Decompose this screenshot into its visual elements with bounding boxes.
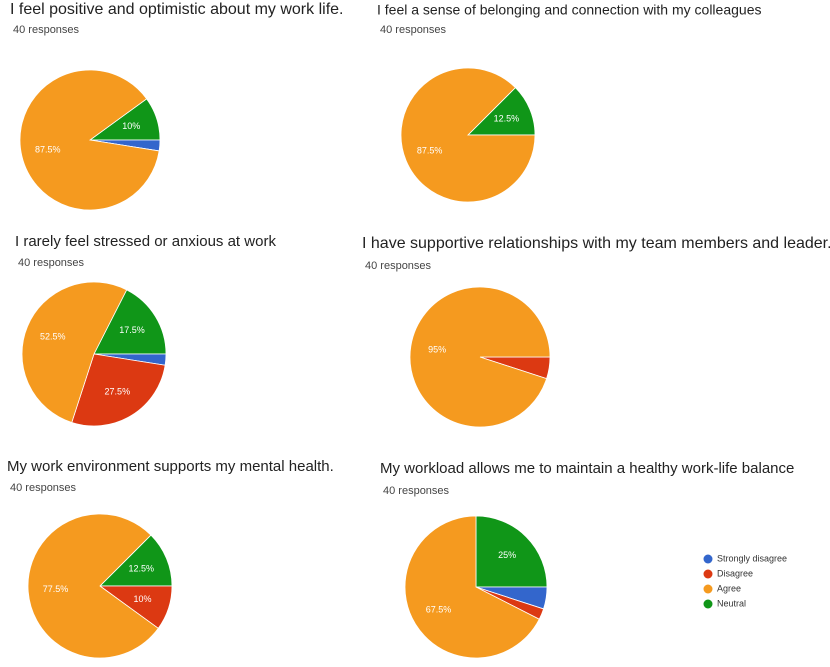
- chart-title: I feel a sense of belonging and connecti…: [377, 2, 761, 18]
- legend-swatch: [703, 599, 713, 609]
- pie-slice: [404, 515, 540, 659]
- pie-slice: [71, 353, 166, 427]
- slice-label: 52.5%: [40, 331, 66, 341]
- pie-slice: [21, 281, 128, 423]
- pie-chart: I have supportive relationships with my …: [362, 235, 830, 428]
- slice-label: 10%: [133, 594, 151, 604]
- pie-chart: My work environment supports my mental h…: [7, 458, 334, 659]
- slice-label: 77.5%: [43, 584, 69, 594]
- pie-slice: [475, 515, 548, 588]
- pie-slice: [409, 286, 551, 428]
- legend-swatch: [703, 569, 713, 579]
- chart-title: I rarely feel stressed or anxious at wor…: [15, 233, 276, 250]
- pie-slice: [93, 289, 167, 355]
- slice-label: 12.5%: [128, 563, 154, 573]
- chart-subtitle: 40 responses: [10, 482, 77, 494]
- slice-label: 87.5%: [417, 145, 443, 155]
- slice-label: 87.5%: [35, 145, 61, 155]
- legend-swatch: [703, 584, 713, 594]
- slice-label: 67.5%: [426, 604, 452, 614]
- chart-title: My workload allows me to maintain a heal…: [380, 460, 794, 477]
- chart-subtitle: 40 responses: [365, 260, 432, 272]
- legend-label: Disagree: [717, 568, 753, 578]
- pie-chart: My workload allows me to maintain a heal…: [380, 460, 794, 659]
- slice-label: 12.5%: [494, 113, 520, 123]
- slice-label: 25%: [498, 550, 516, 560]
- pie-chart: I rarely feel stressed or anxious at wor…: [15, 233, 276, 427]
- pie-slice: [27, 513, 159, 659]
- chart-title: I feel positive and optimistic about my …: [10, 1, 343, 18]
- chart-title: My work environment supports my mental h…: [7, 458, 334, 475]
- slice-label: 27.5%: [105, 386, 131, 396]
- slice-label: 95%: [428, 345, 446, 355]
- slice-label: 17.5%: [119, 325, 145, 335]
- legend-label: Strongly disagree: [717, 553, 787, 563]
- chart-subtitle: 40 responses: [13, 24, 80, 36]
- chart-subtitle: 40 responses: [380, 24, 447, 36]
- legend: Strongly disagree Disagree Agree Neutral: [703, 553, 787, 609]
- chart-title: I have supportive relationships with my …: [362, 235, 830, 252]
- slice-label: 10%: [122, 121, 140, 131]
- chart-subtitle: 40 responses: [383, 485, 450, 497]
- pie-chart: I feel positive and optimistic about my …: [10, 1, 343, 211]
- chart-subtitle: 40 responses: [18, 257, 85, 269]
- legend-label: Neutral: [717, 598, 746, 608]
- pie-slice: [400, 67, 536, 203]
- pie-slice: [19, 69, 160, 211]
- pie-chart: I feel a sense of belonging and connecti…: [377, 2, 761, 203]
- legend-swatch: [703, 554, 713, 564]
- legend-label: Agree: [717, 583, 741, 593]
